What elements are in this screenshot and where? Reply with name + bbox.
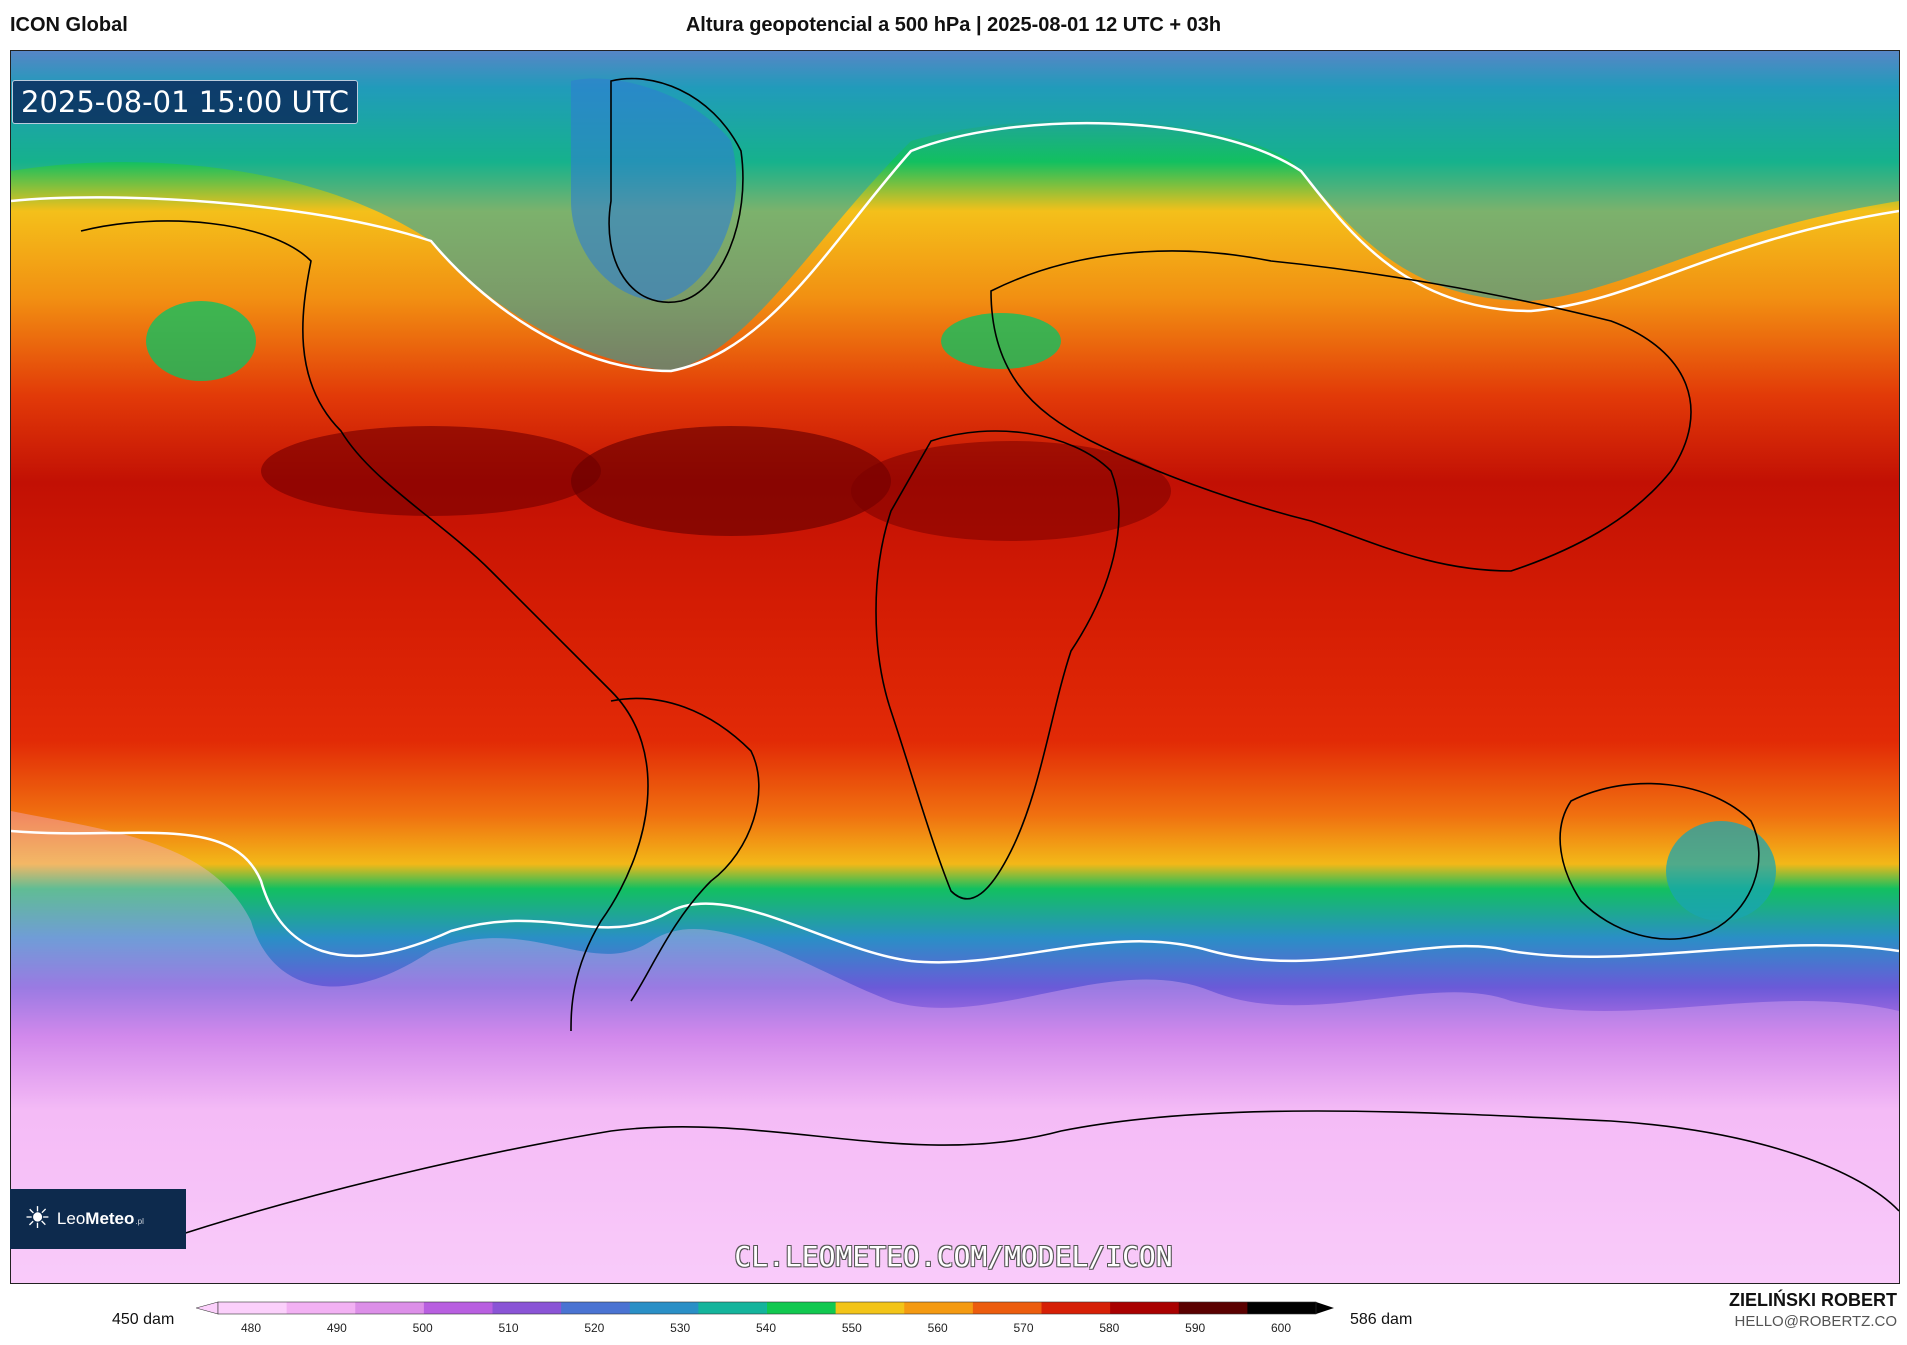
colorbar-tick-label: 540 [756, 1321, 776, 1335]
scandinavia-cutoff-low [941, 313, 1061, 369]
southern-polar-low [11, 811, 1899, 1283]
colorbar-segment [561, 1302, 631, 1314]
greenland-low [571, 78, 737, 301]
atlantic-high-core [571, 426, 891, 536]
colorbar-frame [217, 1301, 1317, 1315]
colorbar-tick-label: 510 [498, 1321, 518, 1335]
colorbar-segment [835, 1302, 905, 1314]
colorbar-segment [1247, 1302, 1317, 1314]
author-name: ZIELIŃSKI ROBERT [1728, 1290, 1897, 1310]
site-watermark: CL.LEOMETEO.COM/MODEL/ICON [734, 1240, 1173, 1273]
africa-high-core [851, 441, 1171, 541]
colorbar-segment [972, 1302, 1042, 1314]
colorbar-segment [1110, 1302, 1180, 1314]
colorbar-segment [286, 1302, 356, 1314]
author-email[interactable]: HELLO@ROBERTZ.CO [1734, 1313, 1897, 1330]
valid-time-label: 2025-08-01 15:00 UTC [12, 80, 359, 124]
antarctica-coast [160, 1110, 1899, 1242]
logo-text: LeoMeteo.pl [56, 1209, 144, 1228]
africa-coast [875, 430, 1120, 900]
map-canvas [11, 51, 1899, 1283]
colorbar-tick-label: 480 [241, 1321, 261, 1335]
colorbar-segment [492, 1302, 562, 1314]
greenland-coast [608, 77, 744, 304]
colorbar-segment [355, 1302, 425, 1314]
sun-icon: ☀ [24, 1202, 51, 1235]
contour-552-south [11, 829, 1899, 964]
colorbar-segment [767, 1302, 837, 1314]
colorbar-tick-label: 600 [1271, 1321, 1291, 1335]
colorbar-tick-label: 530 [670, 1321, 690, 1335]
colorbar-tick-label: 580 [1099, 1321, 1119, 1335]
americas-coast [80, 220, 649, 1032]
contour-552-north [11, 121, 1899, 373]
geopotential-map[interactable] [10, 50, 1900, 1284]
south-america-coast [610, 697, 760, 1002]
map-title: Altura geopotencial a 500 hPa | 2025-08-… [685, 14, 1222, 36]
colorbar-tick-label: 590 [1185, 1321, 1205, 1335]
colorbar-tick-label: 490 [327, 1321, 347, 1335]
atlantic-ridge-core [261, 426, 601, 516]
australia-coast [1559, 782, 1760, 940]
northern-low-region [11, 51, 1899, 371]
model-name: ICON Global [10, 14, 128, 36]
colorbar-segment [698, 1302, 768, 1314]
colorbar-segment [904, 1302, 974, 1314]
eurasia-coast [990, 250, 1692, 572]
coastlines [80, 77, 1899, 1242]
colorbar-min-label: 450 dam [112, 1311, 175, 1328]
colorbar-min-extend [194, 1301, 219, 1315]
colorbar-segment [218, 1302, 288, 1314]
colorbar-tick-label: 570 [1013, 1321, 1033, 1335]
colorbar-graphic: 480 490 500 510 520 530 540 550 560 570 580 590 600 [194, 1301, 1334, 1335]
colorbar-segment [1041, 1302, 1111, 1314]
australia-cutoff-low [1666, 821, 1776, 921]
alaska-cutoff-low [146, 301, 256, 381]
colorbar-max-label: 586 dam [1350, 1311, 1413, 1328]
leometeo-logo[interactable]: ☀ LeoMeteo.pl [10, 1189, 186, 1249]
colorbar-tick-label: 520 [584, 1321, 604, 1335]
colorbar-segment [423, 1302, 493, 1314]
colorbar-tick-label: 560 [928, 1321, 948, 1335]
colorbar: 480 490 500 510 520 530 540 550 560 570 580 590 600 [194, 1300, 1336, 1345]
colorbar-tick-label: 500 [413, 1321, 433, 1335]
colorbar-tick-label: 550 [842, 1321, 862, 1335]
colorbar-segment [1178, 1302, 1248, 1314]
colorbar-max-extend [1316, 1302, 1334, 1314]
colorbar-segment [629, 1302, 699, 1314]
